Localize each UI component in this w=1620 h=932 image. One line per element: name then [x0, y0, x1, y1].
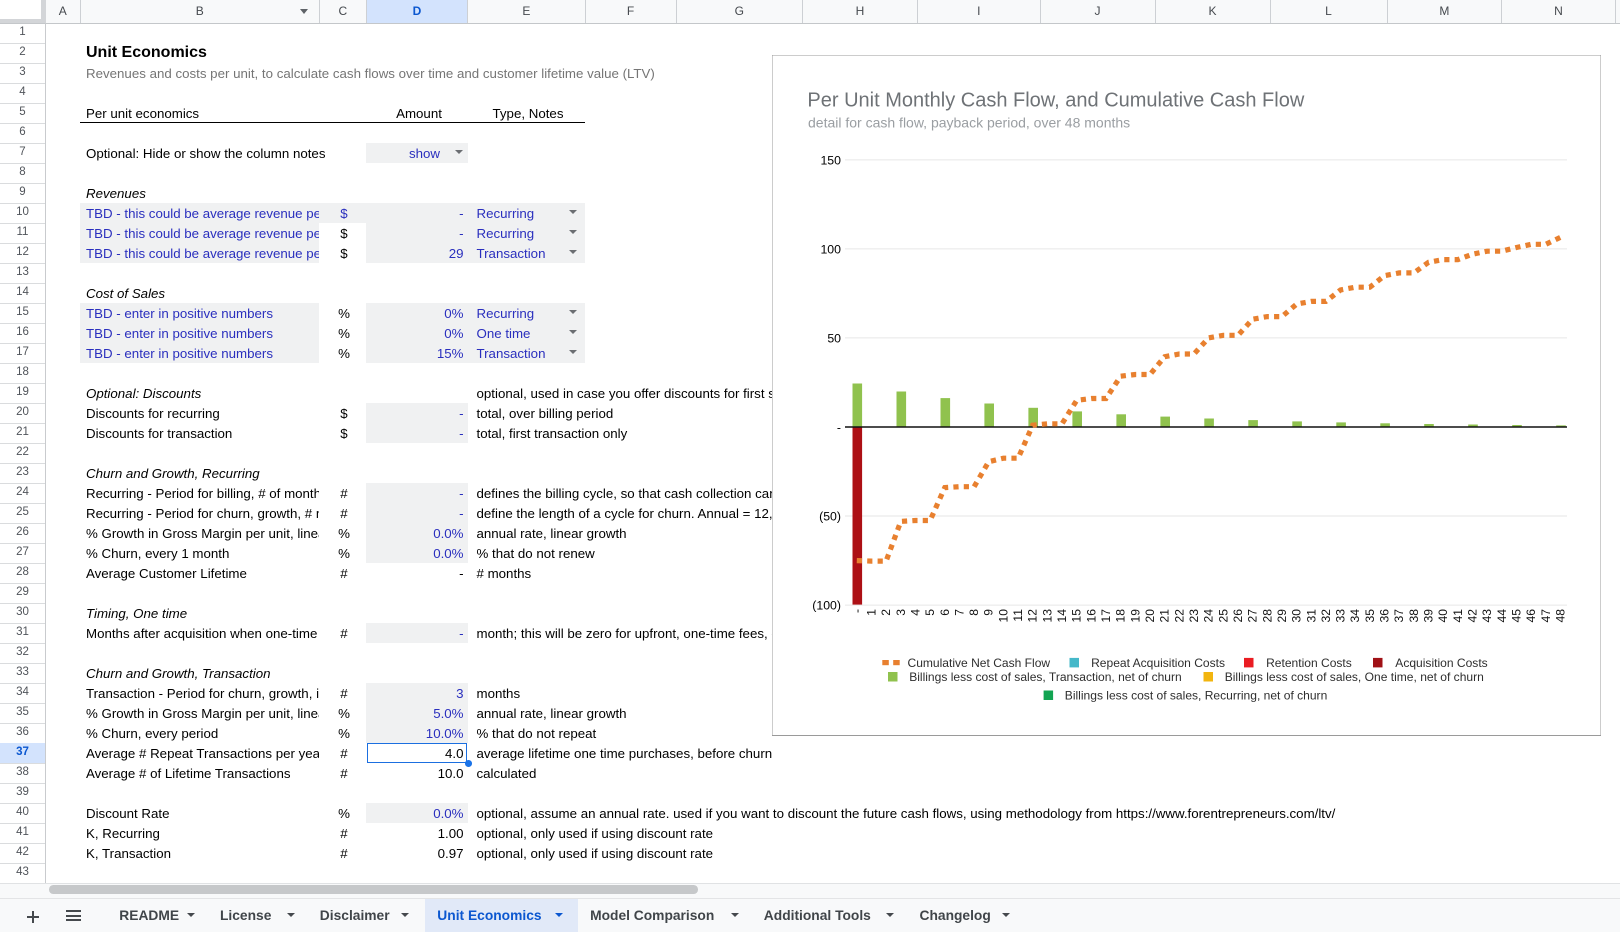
svg-text:Per Unit Monthly Cash Flow, an: Per Unit Monthly Cash Flow, and Cumulati…	[807, 89, 1304, 111]
svg-text:44: 44	[1495, 609, 1509, 623]
svg-text:24: 24	[1202, 609, 1216, 623]
svg-text:(50): (50)	[819, 509, 841, 523]
svg-text:9: 9	[982, 609, 996, 616]
svg-text:29: 29	[1275, 609, 1289, 623]
svg-text:Billings less cost of sales, R: Billings less cost of sales, Recurring, …	[1065, 689, 1327, 703]
svg-text:14: 14	[1055, 609, 1069, 623]
svg-text:42: 42	[1466, 609, 1480, 623]
svg-text:4: 4	[908, 609, 922, 616]
svg-text:19: 19	[1128, 609, 1142, 623]
svg-text:43: 43	[1480, 609, 1494, 623]
svg-text:27: 27	[1246, 609, 1260, 623]
svg-text:(100): (100)	[812, 599, 841, 613]
svg-text:13: 13	[1040, 609, 1054, 623]
svg-text:Cumulative Net Cash Flow: Cumulative Net Cash Flow	[908, 656, 1051, 670]
svg-text:18: 18	[1114, 609, 1128, 623]
svg-text:7: 7	[952, 609, 966, 616]
svg-text:45: 45	[1510, 609, 1524, 623]
svg-text:25: 25	[1216, 609, 1230, 623]
svg-text:11: 11	[1011, 609, 1025, 622]
svg-text:48: 48	[1554, 609, 1568, 623]
svg-text:1: 1	[865, 609, 879, 616]
svg-text:21: 21	[1158, 609, 1172, 623]
svg-text:-: -	[837, 420, 841, 434]
svg-text:34: 34	[1348, 609, 1362, 623]
svg-text:23: 23	[1187, 609, 1201, 623]
svg-text:35: 35	[1363, 609, 1377, 623]
svg-text:47: 47	[1539, 609, 1553, 623]
svg-text:37: 37	[1392, 609, 1406, 623]
svg-text:26: 26	[1231, 609, 1245, 623]
svg-text:-: -	[850, 609, 864, 613]
svg-text:50: 50	[827, 331, 841, 345]
svg-text:100: 100	[820, 242, 841, 256]
svg-text:20: 20	[1143, 609, 1157, 623]
svg-text:detail for cash flow, payback: detail for cash flow, payback period, ov…	[808, 115, 1130, 131]
svg-text:33: 33	[1334, 609, 1348, 623]
svg-text:31: 31	[1304, 609, 1318, 623]
svg-text:16: 16	[1084, 609, 1098, 623]
svg-text:5: 5	[923, 609, 937, 616]
svg-text:41: 41	[1451, 609, 1465, 623]
svg-text:8: 8	[967, 609, 981, 616]
svg-text:28: 28	[1260, 609, 1274, 623]
svg-text:Acquisition Costs: Acquisition Costs	[1395, 656, 1487, 670]
svg-text:38: 38	[1407, 609, 1421, 623]
svg-text:2: 2	[879, 609, 893, 616]
svg-text:40: 40	[1436, 609, 1450, 623]
svg-text:Billings less cost of sales, T: Billings less cost of sales, Transaction…	[909, 670, 1182, 684]
svg-text:17: 17	[1099, 609, 1113, 623]
svg-text:Billings less cost of sales, O: Billings less cost of sales, One time, n…	[1225, 670, 1484, 684]
svg-text:Repeat Acquisition Costs: Repeat Acquisition Costs	[1091, 656, 1225, 670]
svg-text:3: 3	[894, 609, 908, 616]
svg-text:39: 39	[1422, 609, 1436, 623]
svg-text:46: 46	[1524, 609, 1538, 623]
svg-text:22: 22	[1172, 609, 1186, 623]
svg-text:6: 6	[938, 609, 952, 616]
svg-text:Retention Costs: Retention Costs	[1266, 656, 1352, 670]
svg-text:12: 12	[1026, 609, 1040, 623]
svg-text:32: 32	[1319, 609, 1333, 623]
svg-text:30: 30	[1290, 609, 1304, 623]
svg-text:15: 15	[1070, 609, 1084, 623]
svg-text:36: 36	[1378, 609, 1392, 623]
svg-text:150: 150	[820, 153, 841, 167]
svg-text:10: 10	[996, 609, 1010, 623]
